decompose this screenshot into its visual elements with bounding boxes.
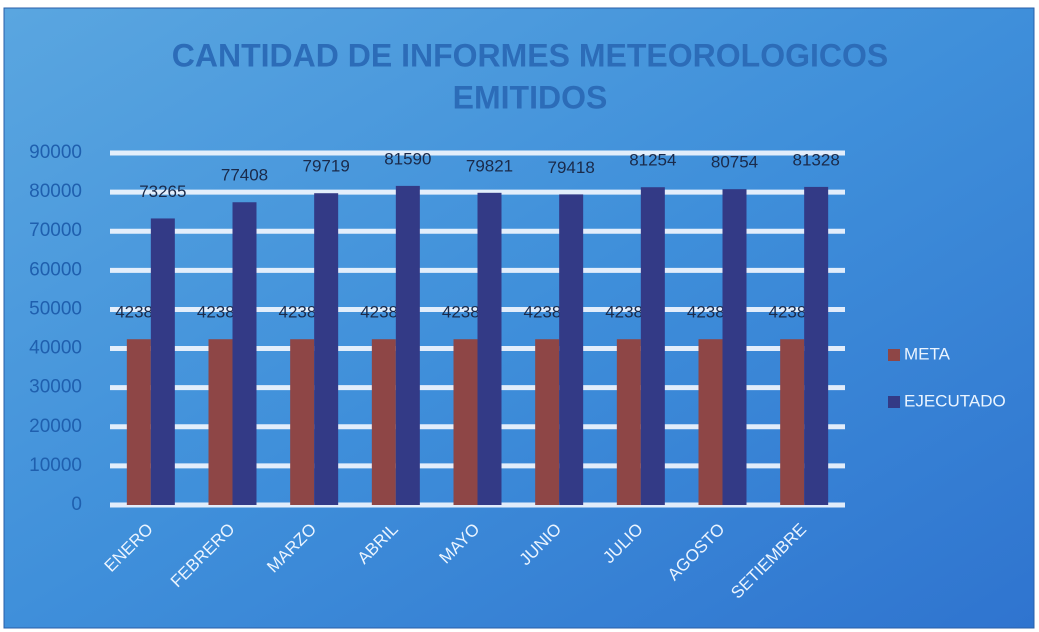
data-label: 42387 [360,303,407,322]
data-label: 79719 [303,157,350,176]
data-label: 42387 [769,303,816,322]
bar [395,185,420,505]
legend-label: EJECUTADO [904,391,1006,410]
data-label: 81590 [384,149,431,168]
y-tick-label: 90000 [29,142,82,163]
data-label: 77408 [221,166,268,185]
y-tick-label: 80000 [29,181,82,202]
legend-swatch [888,396,900,408]
bar [640,187,665,505]
chart-title: EMITIDOS [453,79,608,115]
data-label: 42387 [115,303,162,322]
data-label: 42387 [605,303,652,322]
legend-label: META [904,344,951,363]
chart-background [3,7,1035,629]
bar [616,339,641,505]
legend-swatch [888,349,900,361]
bar [126,339,151,505]
bar [722,189,747,505]
bar [698,339,723,505]
bar [559,194,584,505]
data-label: 79821 [466,156,513,175]
data-label: 42387 [279,303,326,322]
bar [290,339,315,505]
data-label: 79418 [548,158,595,177]
bar [453,339,478,505]
bar [371,339,396,505]
data-label: 81328 [793,150,840,169]
y-tick-label: 30000 [29,377,82,398]
bar [208,339,233,505]
data-label: 42387 [687,303,734,322]
data-label: 42387 [442,303,489,322]
y-tick-label: 10000 [29,455,82,476]
chart-title: CANTIDAD DE INFORMES METEOROLOGICOS [172,37,888,73]
y-tick-label: 70000 [29,220,82,241]
bar [780,339,805,505]
y-tick-label: 50000 [29,298,82,319]
bar [535,339,560,505]
y-tick-label: 40000 [29,338,82,359]
y-tick-label: 0 [71,494,82,515]
bar [232,202,257,505]
data-label: 80754 [711,153,758,172]
data-label: 42387 [524,303,571,322]
bar [314,193,339,505]
bar [804,186,829,505]
y-tick-label: 60000 [29,259,82,280]
data-label: 42387 [197,303,244,322]
data-label: 73265 [139,182,186,201]
bar [150,218,175,505]
y-tick-label: 20000 [29,416,82,437]
bar [477,192,502,505]
data-label: 81254 [629,151,676,170]
